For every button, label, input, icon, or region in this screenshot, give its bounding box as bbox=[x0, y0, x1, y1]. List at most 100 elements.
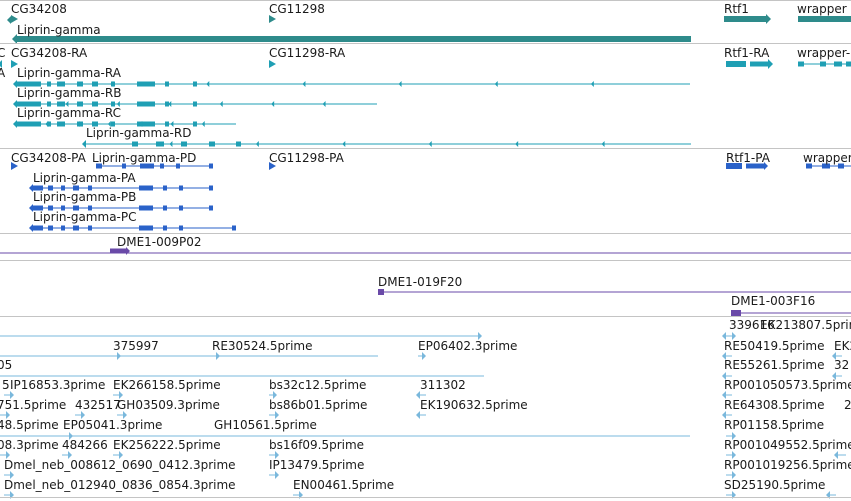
exon-block[interactable] bbox=[77, 81, 83, 87]
strand-arrow[interactable] bbox=[29, 224, 33, 232]
est-label[interactable]: Dmel_neb_008612_0690_0412.3prime bbox=[4, 458, 236, 472]
exon-block[interactable] bbox=[163, 205, 167, 211]
exon-block[interactable] bbox=[834, 61, 842, 67]
gene-bar[interactable] bbox=[17, 36, 691, 42]
feature-marker[interactable] bbox=[11, 162, 18, 170]
exon-block[interactable] bbox=[137, 121, 155, 127]
exon-block[interactable] bbox=[17, 101, 41, 107]
est-label[interactable]: SD25190.5prime bbox=[724, 478, 826, 492]
strand-arrow[interactable] bbox=[428, 141, 432, 147]
gene-bar[interactable] bbox=[798, 16, 851, 22]
exon-block[interactable] bbox=[165, 81, 169, 87]
exon-block[interactable] bbox=[77, 101, 83, 107]
exon-block[interactable] bbox=[140, 163, 154, 169]
exon-block[interactable] bbox=[193, 101, 197, 107]
transcript-label[interactable]: wrapper- bbox=[797, 46, 851, 60]
strand-arrow[interactable] bbox=[768, 59, 773, 69]
strand-arrow[interactable] bbox=[7, 16, 11, 24]
strand-arrow[interactable] bbox=[416, 411, 420, 419]
exon-block[interactable] bbox=[88, 185, 92, 191]
strand-arrow[interactable] bbox=[275, 411, 279, 419]
strand-arrow[interactable] bbox=[29, 184, 33, 192]
exon-block[interactable] bbox=[88, 225, 92, 231]
exon-block[interactable] bbox=[73, 205, 79, 211]
exon-block[interactable] bbox=[47, 121, 51, 127]
strand-arrow[interactable] bbox=[168, 101, 172, 107]
exon-block[interactable] bbox=[232, 225, 236, 231]
strand-arrow[interactable] bbox=[13, 100, 17, 108]
exon-block[interactable] bbox=[57, 101, 65, 107]
est-label[interactable]: 08.3prime bbox=[0, 438, 59, 452]
strand-arrow[interactable] bbox=[216, 352, 220, 360]
exon-block[interactable] bbox=[33, 225, 43, 231]
est-label[interactable]: RE55261.5prime bbox=[724, 358, 825, 372]
strand-arrow[interactable] bbox=[416, 391, 420, 399]
strand-arrow[interactable] bbox=[732, 432, 736, 440]
exon-block[interactable] bbox=[176, 163, 180, 169]
protein-label[interactable]: Liprin-gamma-PA bbox=[33, 171, 136, 185]
exon-block[interactable] bbox=[92, 81, 98, 87]
est-label[interactable]: 5 bbox=[2, 378, 10, 392]
strand-arrow[interactable] bbox=[76, 121, 80, 127]
est-label[interactable]: 375997 bbox=[113, 339, 159, 353]
strand-arrow[interactable] bbox=[82, 140, 86, 148]
est-label[interactable]: 484266 bbox=[62, 438, 108, 452]
est-label[interactable]: Dmel_neb_012940_0836_0854.3prime bbox=[4, 478, 236, 492]
exon-block[interactable] bbox=[92, 101, 98, 107]
exon-block[interactable] bbox=[88, 205, 92, 211]
strand-arrow[interactable] bbox=[271, 101, 275, 107]
exon-block[interactable] bbox=[179, 185, 183, 191]
gene-label[interactable]: Liprin-gamma bbox=[17, 23, 101, 37]
bac-label[interactable]: DME1-003F16 bbox=[731, 294, 816, 308]
strand-arrow[interactable] bbox=[6, 451, 10, 459]
exon-block[interactable] bbox=[750, 61, 768, 67]
exon-block[interactable] bbox=[193, 81, 197, 87]
strand-arrow[interactable] bbox=[722, 372, 726, 380]
strand-arrow[interactable] bbox=[69, 432, 73, 440]
strand-arrow[interactable] bbox=[169, 141, 173, 147]
exon-block[interactable] bbox=[73, 185, 79, 191]
est-label[interactable]: EK2 bbox=[834, 339, 851, 353]
bac-block[interactable] bbox=[378, 289, 384, 295]
bac-label[interactable]: DME1-009P02 bbox=[117, 235, 202, 249]
strand-arrow[interactable] bbox=[732, 471, 736, 479]
gene-label[interactable]: Rtf1 bbox=[724, 2, 749, 16]
strand-arrow[interactable] bbox=[219, 101, 223, 107]
feature-marker[interactable] bbox=[269, 162, 276, 170]
est-label[interactable]: bs32c12.5prime bbox=[269, 378, 367, 392]
exon-block[interactable] bbox=[122, 163, 126, 169]
strand-arrow[interactable] bbox=[139, 121, 143, 127]
exon-block[interactable] bbox=[111, 101, 115, 107]
exon-block[interactable] bbox=[179, 205, 183, 211]
exon-block[interactable] bbox=[181, 141, 187, 147]
strand-arrow[interactable] bbox=[832, 352, 836, 360]
strand-arrow[interactable] bbox=[478, 332, 482, 340]
strand-arrow[interactable] bbox=[764, 162, 768, 170]
protein-label[interactable]: Liprin-gamma-PC bbox=[33, 210, 137, 224]
exon-block[interactable] bbox=[137, 81, 155, 87]
exon-block[interactable] bbox=[48, 185, 53, 191]
est-label[interactable]: EK256222.5prime bbox=[113, 438, 221, 452]
exon-block[interactable] bbox=[236, 141, 241, 147]
strand-arrow[interactable] bbox=[12, 34, 17, 44]
transcript-label[interactable]: Liprin-gamma-RD bbox=[86, 126, 192, 140]
strand-arrow[interactable] bbox=[6, 411, 10, 419]
est-label[interactable]: bs16f09.5prime bbox=[269, 438, 365, 452]
exon-block[interactable] bbox=[163, 185, 167, 191]
exon-block[interactable] bbox=[798, 61, 804, 67]
est-label[interactable]: EN00461.5prime bbox=[293, 478, 395, 492]
bac-block[interactable] bbox=[110, 248, 126, 254]
strand-arrow[interactable] bbox=[81, 411, 85, 419]
est-label[interactable]: EP05041.3prime bbox=[63, 418, 163, 432]
exon-block[interactable] bbox=[92, 121, 98, 127]
exon-block[interactable] bbox=[160, 163, 164, 169]
exon-block[interactable] bbox=[57, 121, 65, 127]
est-label[interactable]: GH10561.5prime bbox=[214, 418, 317, 432]
exon-block[interactable] bbox=[139, 185, 153, 191]
bac-block[interactable] bbox=[731, 310, 741, 316]
est-label[interactable]: EP06402.3prime bbox=[418, 339, 518, 353]
exon-block[interactable] bbox=[193, 121, 197, 127]
transcript-label[interactable]: Rtf1-RA bbox=[724, 46, 770, 60]
exon-block[interactable] bbox=[165, 101, 169, 107]
strand-arrow[interactable] bbox=[65, 101, 69, 107]
